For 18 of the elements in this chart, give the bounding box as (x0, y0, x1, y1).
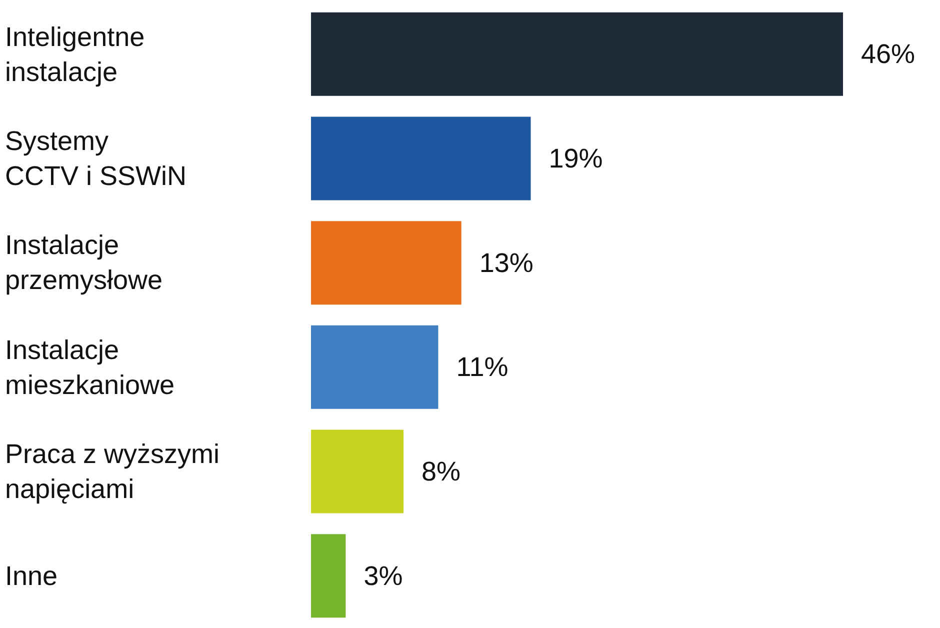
y-tick-label: Inteligentne instalacje (5, 22, 145, 88)
bar (311, 325, 438, 409)
data-label: 3% (348, 560, 403, 591)
bar (311, 430, 404, 514)
bar (311, 221, 462, 305)
y-tick-label: Praca z wyższymi napięciami (5, 439, 220, 504)
data-label: 19% (534, 144, 603, 174)
data-label: 46% (846, 39, 916, 70)
y-tick-label: Systemy CCTV i SSWiN (5, 126, 186, 192)
data-label: 11% (441, 352, 508, 382)
bar (311, 534, 346, 618)
y-tick-label: Instalacje przemysłowe (5, 230, 163, 296)
bar (311, 12, 843, 96)
y-tick-label: Inne (5, 561, 58, 591)
y-tick-label: Instalacje mieszkaniowe (5, 335, 175, 400)
data-label: 8% (406, 456, 461, 486)
data-label: 13% (464, 248, 534, 278)
bar (311, 116, 531, 200)
